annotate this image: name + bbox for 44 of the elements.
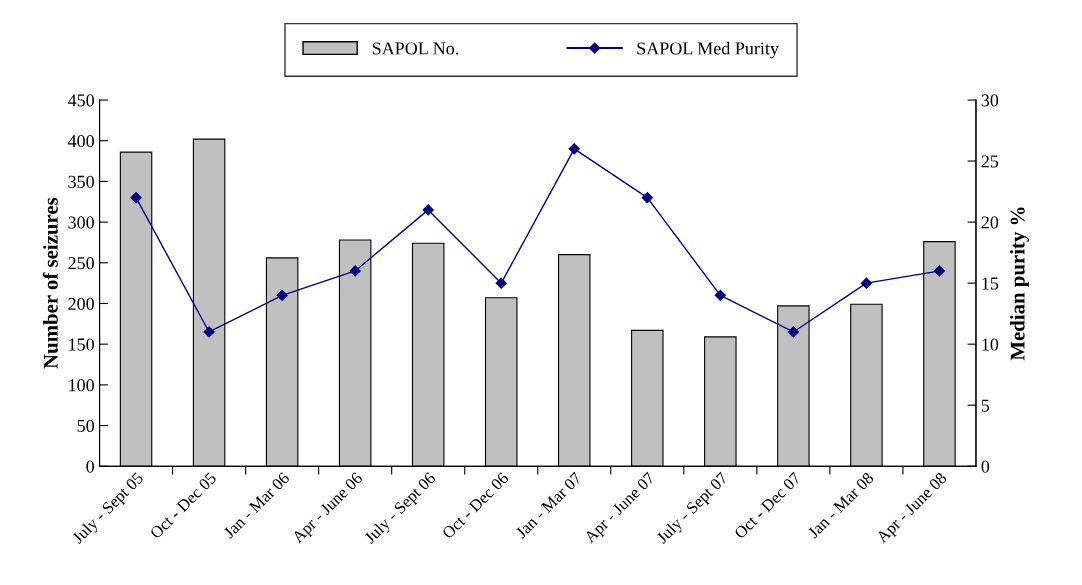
y-tick-label: 450 bbox=[67, 94, 94, 107]
legend-label: SAPOL No. bbox=[372, 42, 459, 55]
y2-axis-title: Median purity % bbox=[1009, 207, 1029, 361]
y2-tick-label: 10 bbox=[982, 338, 999, 351]
y2-tick-label: 15 bbox=[982, 277, 999, 290]
y2-tick-label: 0 bbox=[981, 460, 990, 473]
x-tick-label: Apr - June 08 bbox=[875, 471, 950, 547]
x-tick-label: Jan - Mar 06 bbox=[222, 471, 291, 539]
point bbox=[276, 289, 288, 301]
y-tick-label: 300 bbox=[68, 216, 94, 229]
y-tick-label: 250 bbox=[68, 257, 94, 270]
point bbox=[787, 326, 799, 338]
point bbox=[568, 143, 580, 155]
y-axis-title: Number of seizures bbox=[42, 197, 58, 369]
legend-label: SAPOL Med Purity bbox=[637, 41, 779, 59]
point bbox=[203, 326, 215, 338]
x-tick-label: Jan - Mar 08 bbox=[807, 471, 875, 539]
y2-tick-label: 20 bbox=[981, 216, 999, 229]
x-tick-label: Jan - Mar 07 bbox=[514, 471, 583, 539]
point bbox=[860, 277, 873, 289]
y-tick-label: 100 bbox=[69, 379, 94, 392]
x-tick-label: Oct - Dec 07 bbox=[733, 471, 802, 540]
point bbox=[495, 277, 507, 289]
point bbox=[714, 289, 726, 301]
x-tick-label: Apr - June 07 bbox=[583, 471, 658, 547]
y-tick-label: 200 bbox=[68, 297, 94, 310]
y2-tick-label: 25 bbox=[981, 155, 999, 168]
y-tick-label: 50 bbox=[77, 419, 94, 432]
y-tick-label: 0 bbox=[86, 460, 94, 473]
y-tick-label: 350 bbox=[68, 175, 94, 188]
point bbox=[422, 204, 434, 216]
y-tick-label: 150 bbox=[69, 338, 94, 351]
point bbox=[130, 192, 142, 204]
x-tick-label: July - Sept 06 bbox=[363, 471, 439, 547]
y2-tick-label: 5 bbox=[981, 399, 990, 412]
x-tick-label: Oct - Dec 06 bbox=[441, 471, 510, 540]
point bbox=[933, 265, 946, 277]
x-tick-label: Oct - Dec 05 bbox=[149, 471, 217, 540]
point bbox=[349, 265, 361, 277]
x-tick-label: Apr - June 06 bbox=[291, 471, 366, 547]
point bbox=[641, 192, 653, 204]
x-tick-label: July - Sept 07 bbox=[655, 471, 731, 547]
y2-tick-label: 30 bbox=[981, 94, 999, 107]
y-tick-label: 400 bbox=[67, 134, 94, 148]
